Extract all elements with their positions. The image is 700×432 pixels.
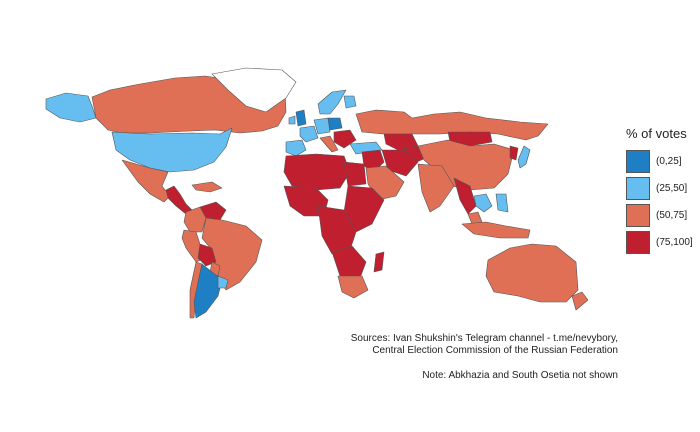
region-poland [327, 117, 343, 131]
legend-swatch [626, 177, 650, 200]
region-japan [517, 145, 531, 169]
region-argentina [193, 263, 223, 319]
region-australia [485, 243, 579, 303]
region-uruguay [217, 275, 229, 289]
region-thailand [473, 193, 493, 213]
region-finland [343, 95, 357, 109]
legend-swatch [626, 204, 650, 227]
legend-item: (50,75] [626, 202, 693, 229]
region-colombia [183, 206, 207, 233]
region-united-states [111, 127, 233, 173]
legend-item: (0,25] [626, 148, 693, 175]
sources-line: Central Election Commission of the Russi… [372, 345, 618, 356]
region-italy [319, 135, 339, 153]
region-caribbean [191, 181, 223, 193]
region-north-africa [283, 153, 351, 191]
region-korea [509, 145, 519, 161]
region-india [417, 163, 455, 213]
legend-label: (25,50] [656, 183, 688, 194]
region-philippines [495, 193, 509, 213]
region-bolivia [197, 243, 217, 267]
legend-swatch [626, 150, 650, 173]
legend-label: (0,25] [656, 156, 682, 167]
legend-title: % of votes [626, 126, 687, 141]
legend: % of votes (0,25] (25,50] (50,75] (75,10… [626, 126, 693, 256]
region-new-zealand [571, 291, 589, 311]
region-ireland [288, 115, 296, 125]
legend-item: (75,100] [626, 229, 693, 256]
legend-label: (50,75] [656, 210, 688, 221]
region-malaysia [467, 211, 483, 225]
region-scandinavia [317, 89, 347, 115]
region-germany [313, 117, 331, 135]
region-indochina [453, 177, 477, 215]
legend-swatch [626, 231, 650, 254]
region-central-america [165, 185, 193, 215]
region-egypt [343, 161, 367, 187]
region-united-kingdom [295, 109, 307, 127]
region-madagascar [373, 251, 385, 273]
region-alaska [45, 92, 97, 123]
legend-label: (75,100] [656, 237, 693, 248]
sources-caption: Sources: Ivan Shukshin's Telegram channe… [351, 333, 618, 357]
region-greenland [211, 67, 297, 113]
region-south-africa [337, 275, 369, 299]
region-france [299, 125, 319, 143]
region-iberia [285, 139, 307, 157]
sources-line: Sources: Ivan Shukshin's Telegram channe… [350, 333, 618, 344]
note-caption: Note: Abkhazia and South Osetia not show… [422, 370, 618, 381]
region-indonesia [461, 221, 531, 239]
region-southern-africa [331, 245, 367, 279]
legend-item: (25,50] [626, 175, 693, 202]
